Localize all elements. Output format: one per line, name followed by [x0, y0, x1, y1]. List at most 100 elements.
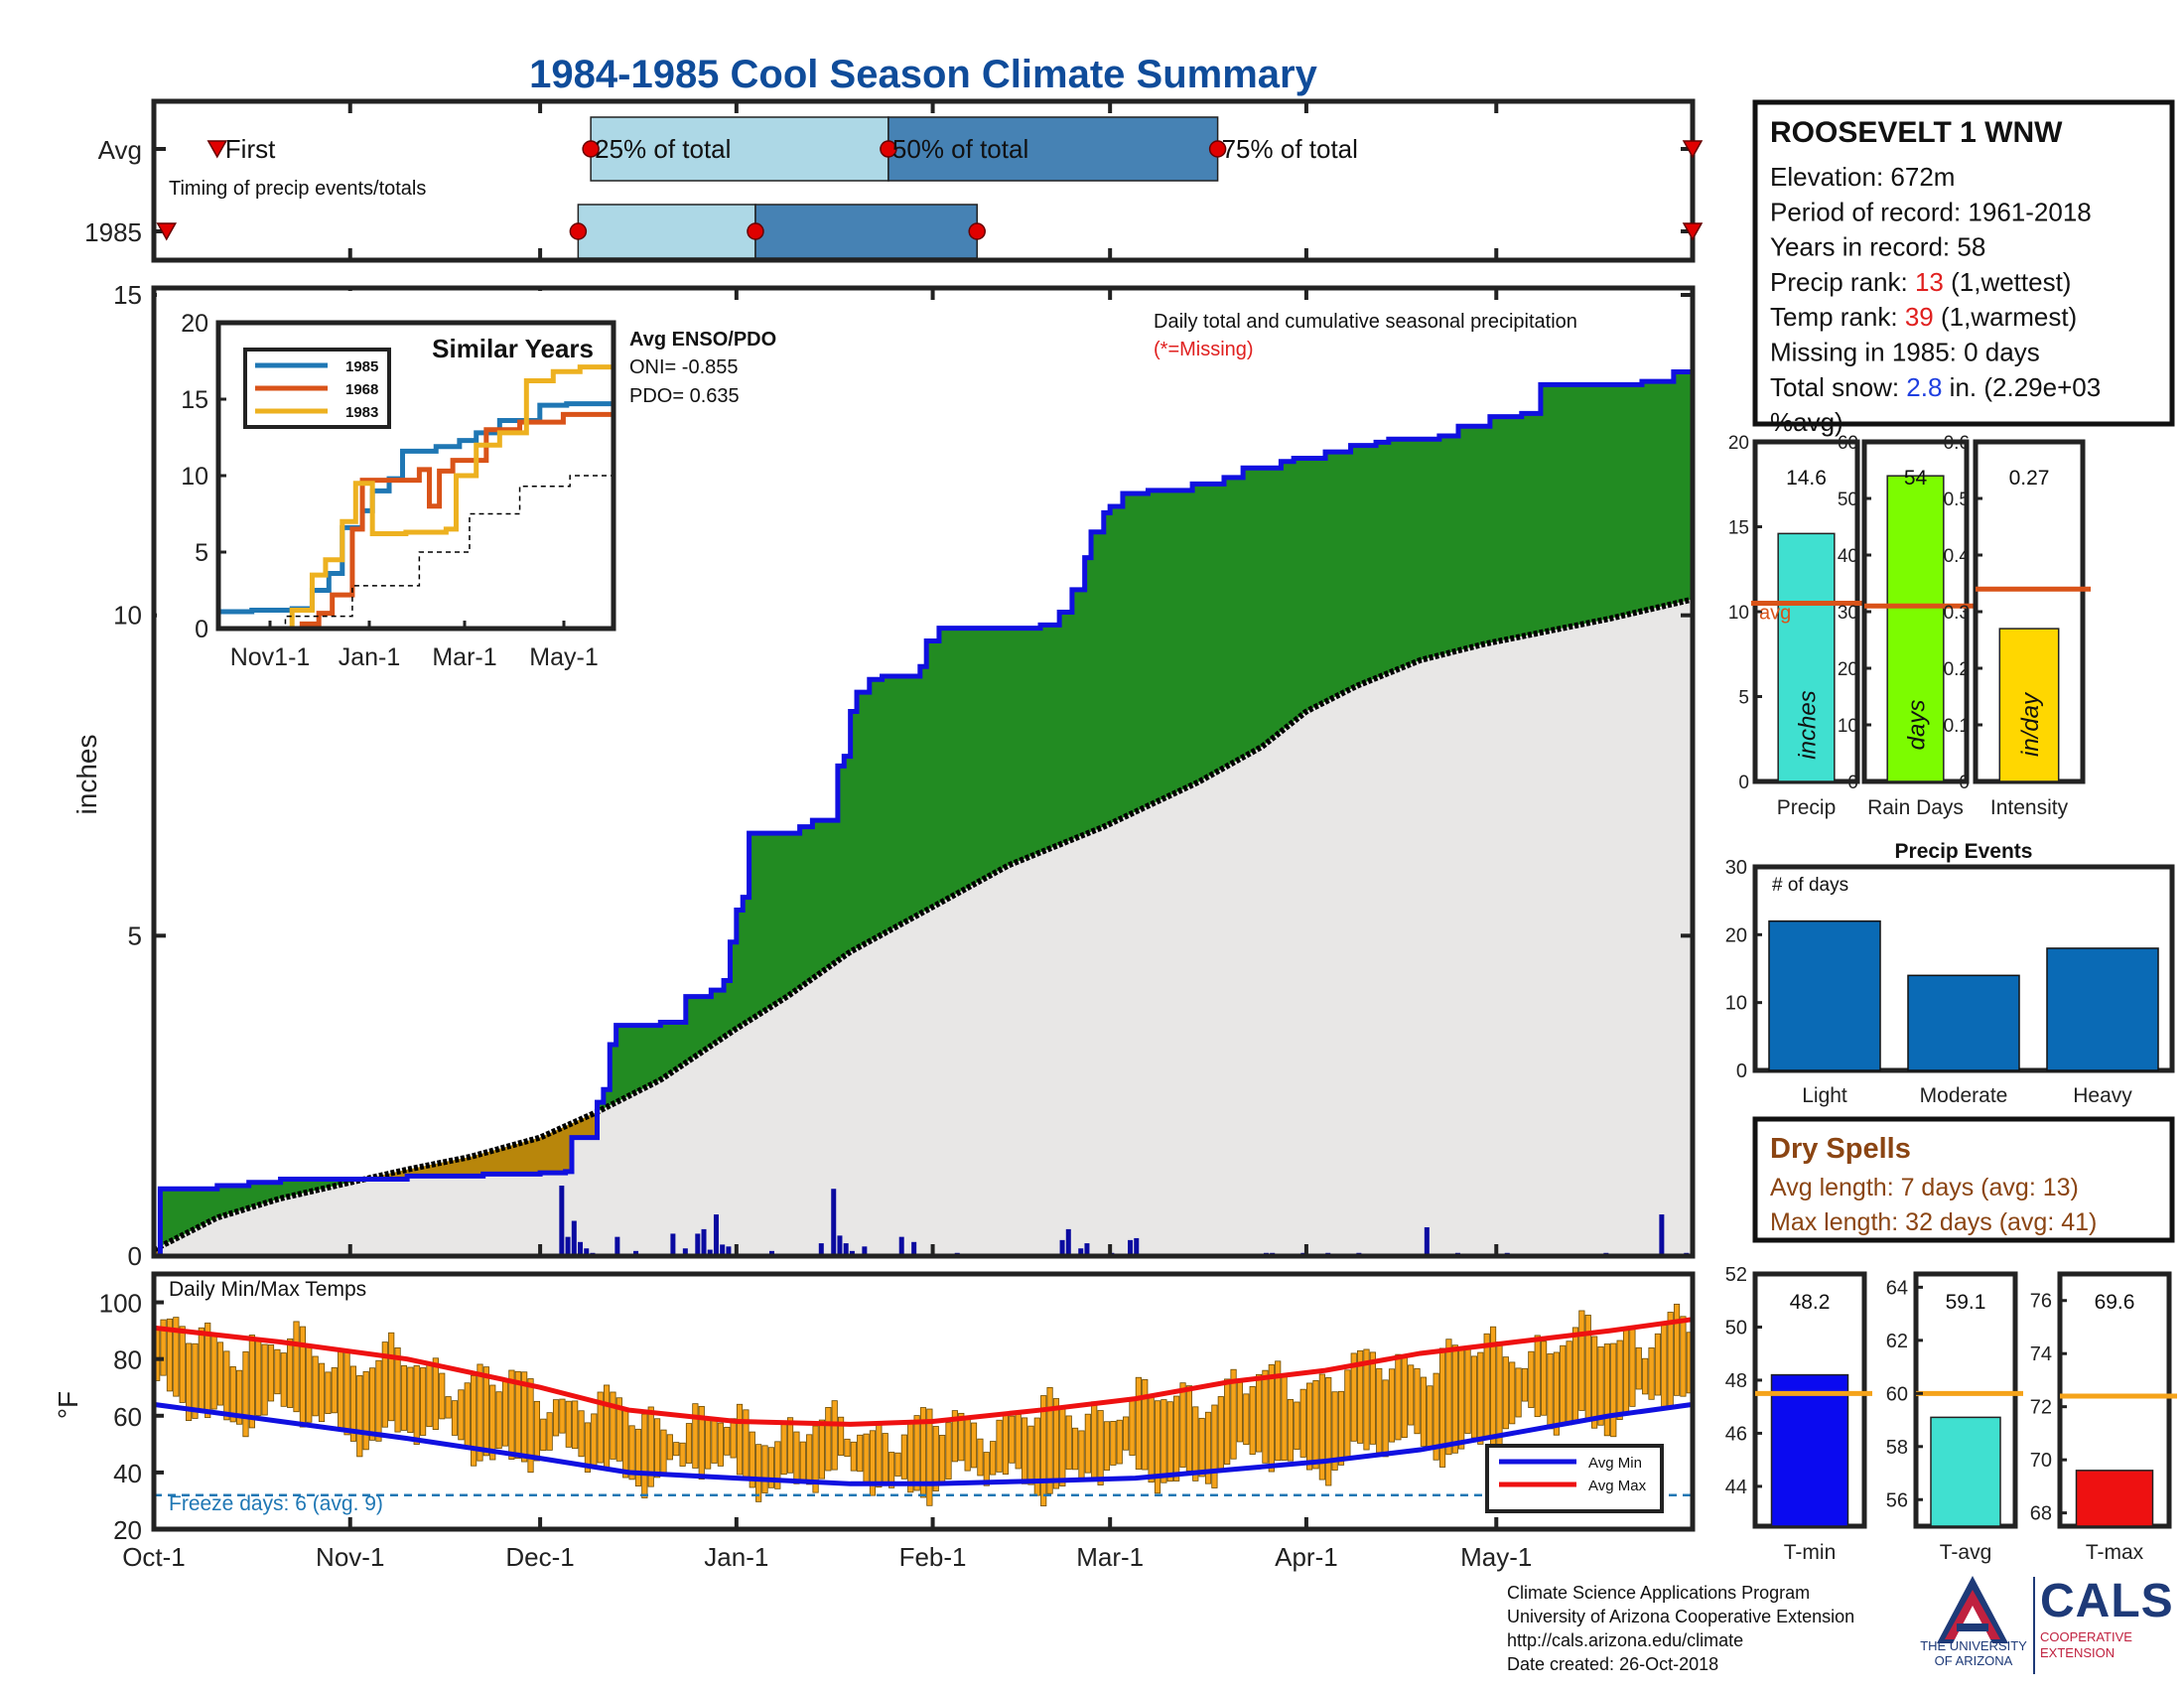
- daily-temp-bar: [1166, 1401, 1173, 1482]
- timing-first-label: First: [225, 134, 276, 164]
- timing-pct-label: 75% of total: [1222, 134, 1358, 164]
- temp-summary-label: T-avg: [1940, 1541, 1992, 1564]
- month-tick-label: Mar-1: [1076, 1542, 1144, 1572]
- cals-logo: CALS COOPERATIVE EXTENSION: [2040, 1574, 2179, 1660]
- daily-temp-bar: [1541, 1340, 1548, 1416]
- daily-temp-bar: [540, 1418, 547, 1452]
- daily-temp-bar: [349, 1365, 357, 1442]
- daily-temp-bar: [205, 1322, 211, 1419]
- temp-summary-ytick-label: 74: [2030, 1343, 2052, 1365]
- station-info-label: Missing in 1985: 0 days: [1770, 338, 2040, 367]
- daily-temp-bar: [786, 1417, 794, 1474]
- daily-temp-bar: [458, 1389, 465, 1441]
- temp-summary-bar: [2075, 1470, 2154, 1527]
- daily-temp-bar: [192, 1342, 199, 1419]
- footer-line-url: http://cals.arizona.edu/climate: [1507, 1630, 1744, 1650]
- daily-temp-bar: [1236, 1381, 1244, 1443]
- daily-precip-bar: [682, 1248, 688, 1256]
- daily-temp-bar: [1642, 1357, 1649, 1395]
- daily-temp-bar: [603, 1384, 611, 1470]
- daily-temp-bar: [331, 1367, 338, 1414]
- daily-temp-bar: [362, 1370, 369, 1451]
- daily-precip-bar: [571, 1220, 577, 1256]
- timing-avg-box-low: [590, 116, 889, 182]
- daily-temp-bar: [388, 1332, 395, 1422]
- similar-ytick-label: 10: [181, 463, 208, 491]
- daily-temp-bar: [400, 1364, 408, 1431]
- daily-temp-bar: [1123, 1416, 1130, 1451]
- daily-temp-bar: [464, 1382, 471, 1450]
- daily-temp-bar: [666, 1434, 673, 1461]
- daily-precip-bar: [1128, 1239, 1134, 1256]
- daily-temp-bar: [1427, 1385, 1433, 1447]
- temp-legend-box: [1485, 1444, 1664, 1513]
- daily-temp-bar: [1027, 1425, 1034, 1485]
- similar-legend-label: 1983: [345, 404, 378, 421]
- daily-temp-bar: [267, 1344, 275, 1402]
- temp-summary-ytick-label: 58: [1886, 1437, 1908, 1459]
- daily-temp-bar: [1015, 1414, 1022, 1470]
- daily-temp-bar: [1616, 1340, 1623, 1420]
- station-info-suffix: (1,warmest): [1934, 302, 2077, 332]
- daily-temp-bar: [1312, 1379, 1319, 1470]
- precip-events-ytick-label: 0: [1736, 1060, 1747, 1082]
- dry-spells-box: [1752, 1116, 2175, 1243]
- daily-temp-bar: [1154, 1400, 1161, 1494]
- footer-line-date: Date created: 26-Oct-2018: [1507, 1654, 1719, 1674]
- station-info-suffix: (1,wettest): [1944, 267, 2072, 297]
- daily-temp-bar: [673, 1442, 680, 1457]
- station-info-suffix: in. (2.29e+03: [1942, 372, 2101, 402]
- precip-events-category: Light: [1802, 1084, 1847, 1107]
- daily-temp-bar: [919, 1407, 927, 1498]
- daily-temp-bar: [1294, 1401, 1300, 1450]
- temp-summary-ytick-label: 72: [2030, 1397, 2052, 1419]
- station-info-label: Elevation: 672m: [1770, 162, 1955, 192]
- daily-temp-bar: [964, 1417, 971, 1472]
- footer-credits: Climate Science Applications Program Uni…: [1507, 1581, 1884, 1676]
- summary-ytick-label: 0.3: [1944, 603, 1970, 624]
- daily-temp-bar: [1534, 1335, 1541, 1418]
- similar-legend-label: 1968: [345, 381, 378, 398]
- summary-value: 14.6: [1786, 467, 1827, 490]
- daily-precip-bar: [831, 1189, 837, 1256]
- daily-temp-bar: [1502, 1356, 1509, 1430]
- daily-temp-bar: [1173, 1395, 1180, 1481]
- daily-temp-bar: [869, 1430, 877, 1496]
- daily-precip-bar: [670, 1233, 676, 1256]
- daily-temp-bar: [420, 1367, 427, 1436]
- summary-bar: [1777, 532, 1836, 782]
- daily-temp-bar: [1059, 1408, 1066, 1487]
- daily-temp-bar: [679, 1442, 686, 1467]
- daily-temp-bar: [160, 1319, 167, 1376]
- enso-title: Avg ENSO/PDO: [629, 329, 776, 351]
- daily-temp-bar: [1198, 1417, 1205, 1478]
- temp-summary-label: T-max: [2086, 1541, 2144, 1564]
- timing-avg-percentile-marker: [582, 140, 600, 158]
- daily-temp-bar: [730, 1418, 737, 1459]
- daily-temp-bar: [1610, 1342, 1617, 1438]
- timing-avg-percentile-marker: [880, 140, 897, 158]
- timing-avg-last-marker: [1682, 140, 1704, 159]
- temp-summary-bar: [1770, 1373, 1849, 1527]
- daily-temp-bar: [394, 1346, 401, 1433]
- station-info-label: Years in record: 58: [1770, 232, 1985, 262]
- similar-years-line-1968: [218, 411, 614, 632]
- month-tick-label: Dec-1: [505, 1542, 574, 1572]
- temp-legend-min: Avg Min: [1588, 1455, 1642, 1472]
- temp-ytick-label: 60: [113, 1402, 142, 1432]
- similar-years-title: Similar Years: [432, 334, 594, 363]
- station-info-line: Temp rank: 39 (1,warmest): [1770, 302, 2077, 332]
- temp-title: Daily Min/Max Temps: [169, 1278, 366, 1301]
- station-info-line: Precip rank: 13 (1,wettest): [1770, 267, 2071, 297]
- daily-precip-bar: [843, 1243, 849, 1256]
- summary-unit: inches: [1795, 690, 1822, 759]
- summary-label: Intensity: [1990, 796, 2069, 819]
- enso-oni: ONI= -0.855: [629, 356, 739, 378]
- daily-temp-bar: [293, 1321, 300, 1413]
- daily-temp-bar: [1667, 1312, 1674, 1410]
- temp-panel-frame: [151, 1271, 1696, 1532]
- daily-temp-bar: [368, 1367, 376, 1441]
- main-ytick-label: 10: [113, 601, 142, 631]
- cumulative-precip-line: [154, 327, 1696, 1259]
- daily-temp-bar: [1477, 1351, 1484, 1445]
